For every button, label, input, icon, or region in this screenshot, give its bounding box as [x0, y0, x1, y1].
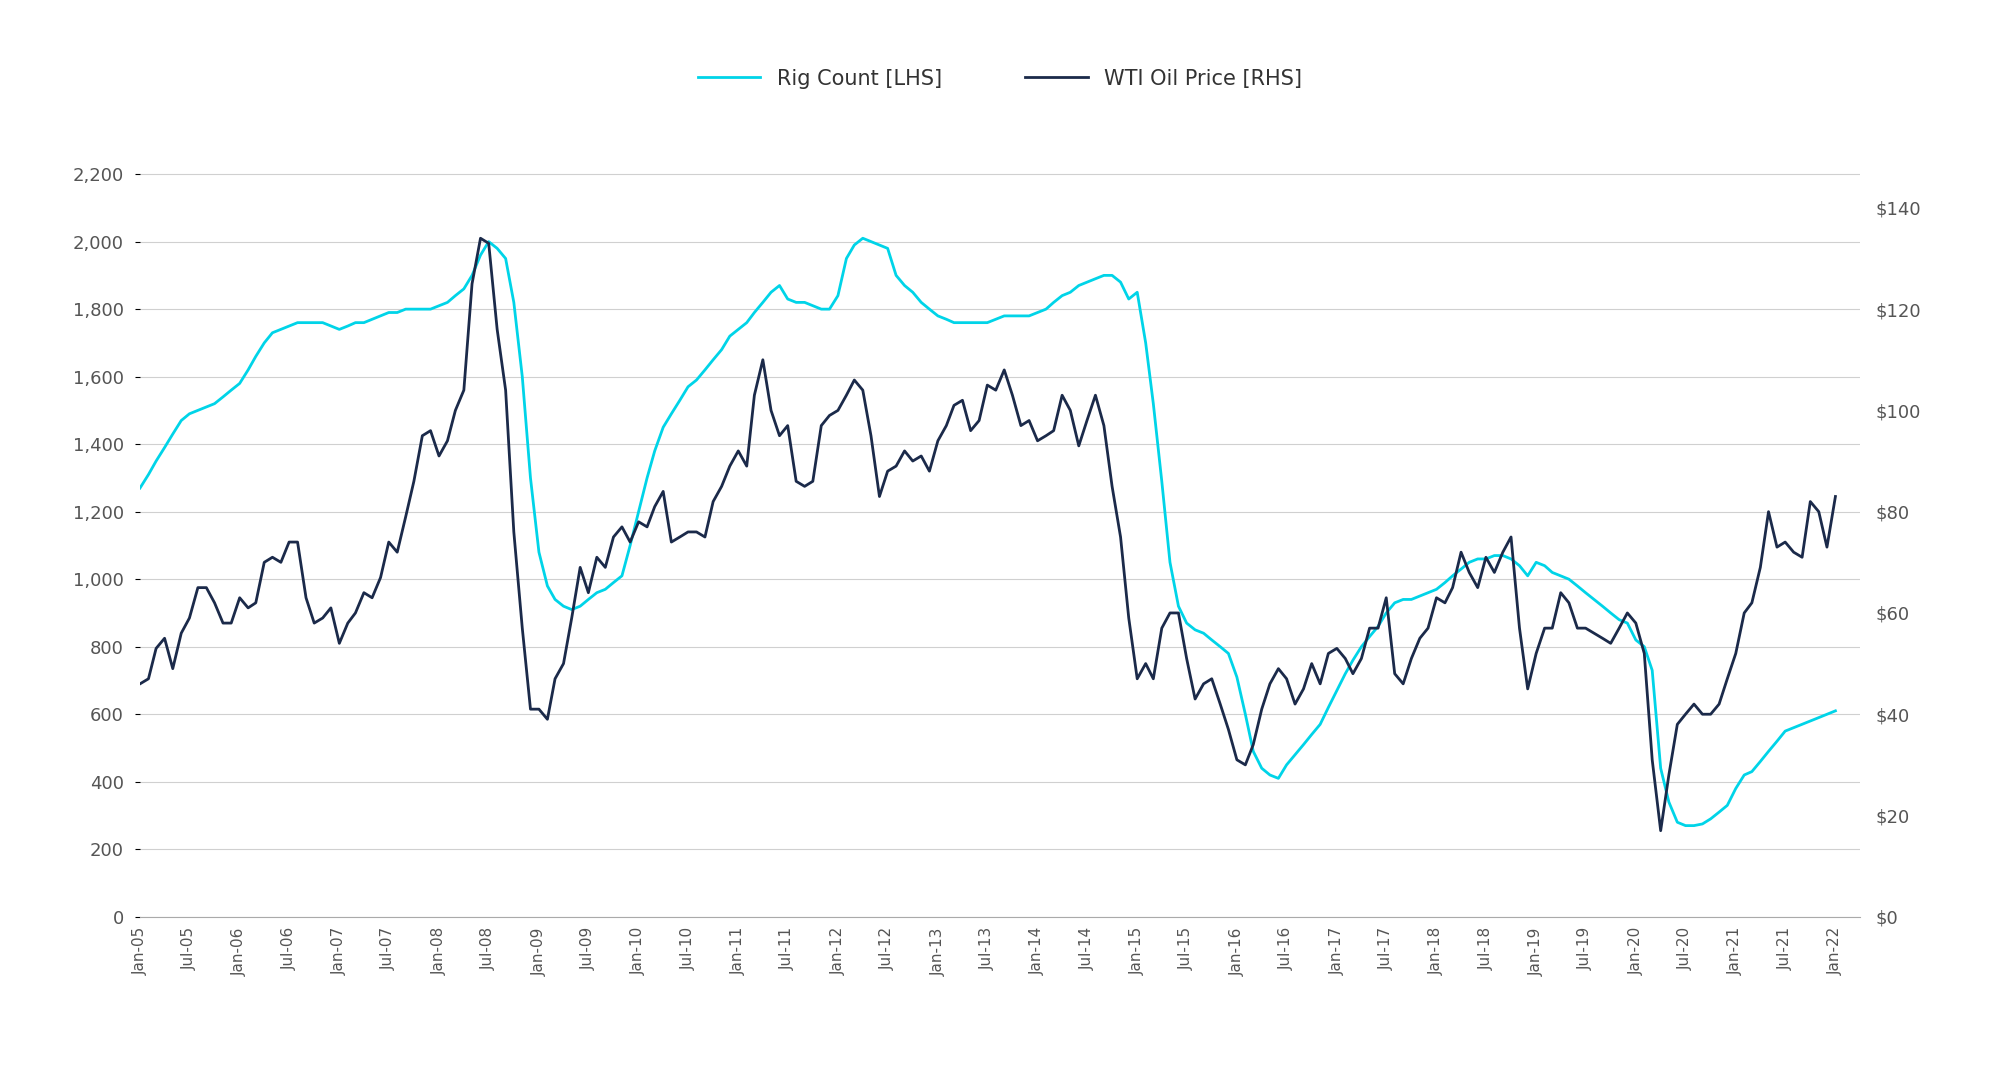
Legend: Rig Count [LHS], WTI Oil Price [RHS]: Rig Count [LHS], WTI Oil Price [RHS] — [690, 61, 1310, 97]
Line: Rig Count [LHS]: Rig Count [LHS] — [140, 239, 1836, 825]
Line: WTI Oil Price [RHS]: WTI Oil Price [RHS] — [140, 239, 1836, 830]
